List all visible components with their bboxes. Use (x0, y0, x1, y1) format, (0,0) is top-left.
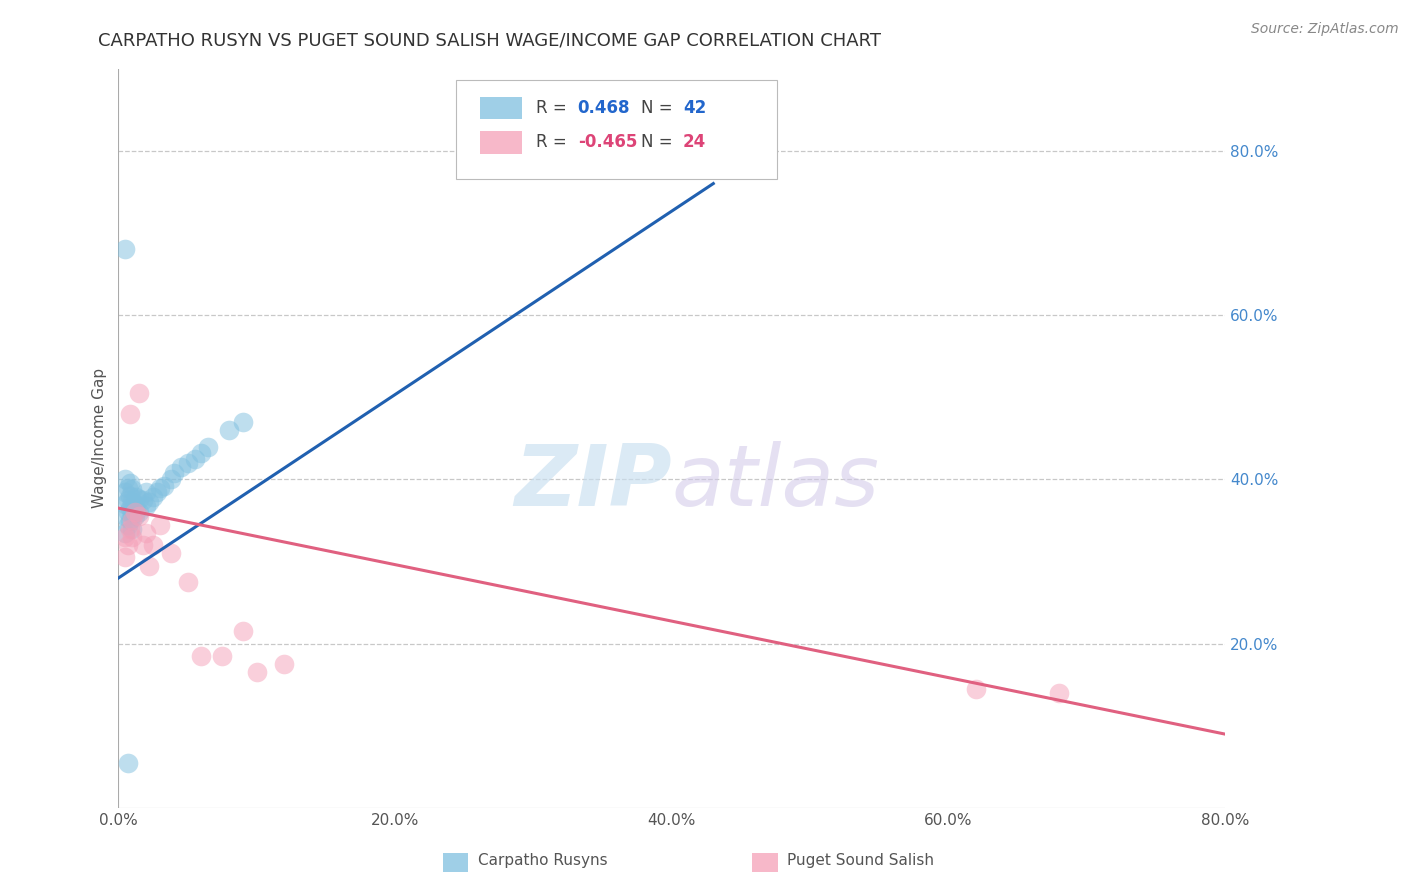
Point (114, 497, 136, 511)
Point (149, 517, 172, 532)
Text: R =: R = (536, 99, 572, 117)
Point (114, 472, 136, 486)
Text: ZIP: ZIP (515, 442, 672, 524)
Point (117, 505, 139, 519)
FancyBboxPatch shape (456, 79, 778, 179)
Point (118, 522, 141, 536)
Point (121, 495, 143, 509)
Point (160, 546, 183, 560)
Point (138, 495, 160, 509)
Point (135, 484, 157, 499)
Point (211, 648, 233, 663)
Point (132, 538, 155, 552)
Y-axis label: Wage/Income Gap: Wage/Income Gap (93, 368, 107, 508)
Point (246, 665, 269, 680)
Point (146, 484, 169, 499)
Point (117, 517, 139, 532)
Text: -0.465: -0.465 (578, 134, 637, 152)
FancyBboxPatch shape (481, 131, 523, 153)
Point (114, 484, 136, 499)
Text: 0.468: 0.468 (578, 99, 630, 117)
Point (965, 681, 987, 696)
Point (117, 492, 139, 507)
Point (114, 550, 136, 565)
Point (124, 505, 146, 519)
Point (149, 481, 172, 495)
Point (117, 756, 139, 770)
Text: 24: 24 (683, 134, 706, 152)
Point (121, 530, 143, 544)
Point (170, 460, 193, 475)
Point (124, 497, 146, 511)
Point (153, 479, 176, 493)
Point (124, 509, 146, 524)
Point (142, 538, 165, 552)
Point (132, 492, 155, 507)
Text: atlas: atlas (672, 442, 880, 524)
Point (218, 423, 240, 437)
Point (121, 507, 143, 521)
Point (135, 525, 157, 540)
Point (190, 648, 212, 663)
Point (176, 456, 198, 470)
Point (163, 466, 186, 480)
Point (232, 415, 254, 429)
Point (197, 440, 219, 454)
Point (114, 509, 136, 524)
Text: CARPATHO RUSYN VS PUGET SOUND SALISH WAGE/INCOME GAP CORRELATION CHART: CARPATHO RUSYN VS PUGET SOUND SALISH WAG… (98, 31, 882, 49)
Point (128, 505, 150, 519)
Point (118, 407, 141, 421)
Text: Carpatho Rusyns: Carpatho Rusyns (478, 854, 607, 868)
Point (114, 530, 136, 544)
Point (232, 624, 254, 639)
Point (273, 657, 295, 672)
Point (125, 503, 148, 517)
Point (125, 491, 148, 505)
Point (117, 538, 139, 552)
Text: Puget Sound Salish: Puget Sound Salish (787, 854, 935, 868)
Point (114, 525, 136, 540)
Point (118, 501, 141, 516)
Point (128, 492, 150, 507)
Point (118, 476, 141, 491)
Point (1047, 686, 1070, 700)
Point (176, 575, 198, 590)
FancyBboxPatch shape (481, 96, 523, 119)
Point (183, 451, 205, 466)
Point (128, 509, 150, 524)
Point (138, 558, 160, 573)
Point (121, 482, 143, 496)
Point (190, 446, 212, 460)
Text: R =: R = (536, 134, 572, 152)
Point (135, 499, 157, 513)
Text: 42: 42 (683, 99, 706, 117)
Point (121, 522, 143, 536)
Point (118, 513, 141, 527)
Point (118, 489, 141, 503)
Point (160, 472, 183, 486)
Text: Source: ZipAtlas.com: Source: ZipAtlas.com (1251, 22, 1399, 37)
Point (128, 386, 150, 401)
Point (114, 242, 136, 256)
Text: N =: N = (641, 99, 678, 117)
Point (121, 513, 143, 527)
Point (117, 481, 139, 495)
Point (142, 491, 165, 505)
Text: N =: N = (641, 134, 678, 152)
